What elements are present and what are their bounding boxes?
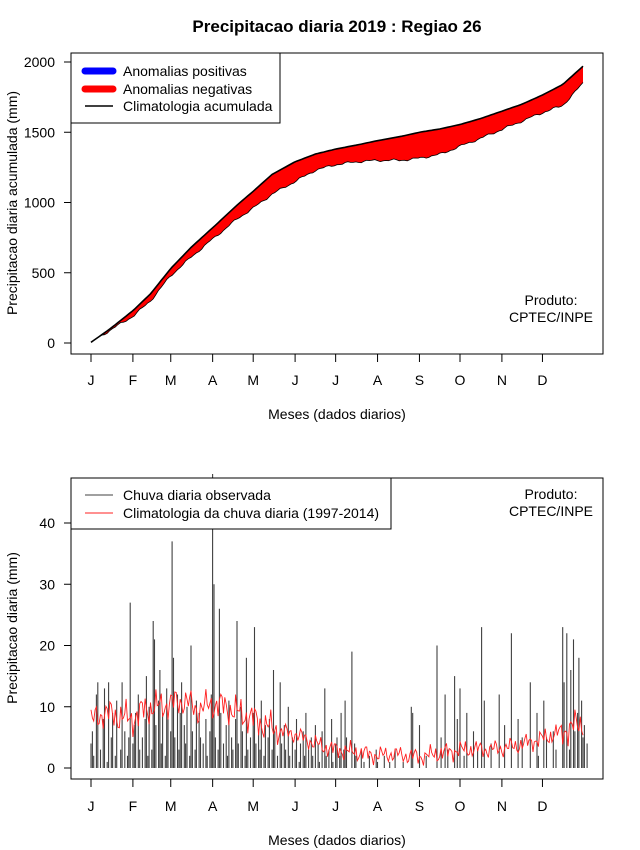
bottom-x-tick-label-8: S	[415, 798, 424, 814]
bottom-x-tick-label-4: M	[247, 798, 259, 814]
x-tick-label-0: J	[88, 372, 95, 388]
bottom-x-tick-label-5: J	[292, 798, 299, 814]
y-tick-label-2000: 2000	[24, 54, 55, 70]
x-tick-label-8: S	[415, 372, 424, 388]
legend-negative-label: Anomalias negativas	[123, 81, 252, 97]
x-tick-label-7: A	[373, 372, 383, 388]
x-tick-label-5: J	[292, 372, 299, 388]
climatology-accumulated-line	[90, 65, 584, 343]
top-credit-label: Produto:	[525, 292, 578, 308]
bottom-credit-source: CPTEC/INPE	[509, 503, 593, 519]
bottom-x-tick-label-6: J	[332, 798, 339, 814]
top-x-axis-label: Meses (dados diarios)	[268, 406, 406, 422]
legend-climatology-rain-label: Climatologia da chuva diaria (1997-2014)	[123, 505, 379, 521]
x-tick-label-6: J	[332, 372, 339, 388]
bottom-panel: 0 10 20 30 40 J F M A M J J A S O N D Meses (dados diar…	[4, 474, 604, 848]
bottom-legend-box	[70, 477, 392, 530]
bottom-y-axis-label: Precipitacao diaria (mm)	[4, 552, 20, 704]
climatology-daily-line	[90, 689, 584, 766]
observed-accumulated-line	[90, 82, 584, 343]
observed-rain-bars	[90, 474, 588, 768]
bottom-legend: Chuva diaria observada Climatologia da c…	[70, 477, 392, 530]
bottom-x-axis-label: Meses (dados diarios)	[268, 832, 406, 848]
chart-title: Precipitacao diaria 2019 : Regiao 26	[192, 17, 481, 36]
x-tick-label-2: M	[165, 372, 177, 388]
bottom-x-tick-label-0: J	[88, 798, 95, 814]
bottom-x-tick-label-7: A	[373, 798, 383, 814]
y-tick-label-500: 500	[32, 265, 56, 281]
x-tick-label-9: O	[455, 372, 466, 388]
y-tick-label-1000: 1000	[24, 195, 55, 211]
top-credit-source: CPTEC/INPE	[509, 309, 593, 325]
bottom-x-tick-label-9: O	[455, 798, 466, 814]
bottom-y-tick-label-30: 30	[39, 576, 55, 592]
bottom-x-tick-label-2: M	[165, 798, 177, 814]
y-tick-label-1500: 1500	[24, 124, 55, 140]
legend-observed-label: Chuva diaria observada	[123, 487, 271, 503]
bottom-x-tick-label-1: F	[129, 798, 138, 814]
top-y-axis: 0 500 1000 1500 2000	[24, 54, 71, 351]
top-y-axis-label: Precipitacao diaria acumulada (mm)	[4, 91, 20, 315]
bottom-y-tick-label-10: 10	[39, 699, 55, 715]
x-tick-label-4: M	[247, 372, 259, 388]
bottom-x-tick-label-10: N	[497, 798, 507, 814]
top-lines	[90, 65, 584, 343]
x-tick-label-3: A	[208, 372, 218, 388]
top-anomaly-area	[91, 66, 583, 343]
legend-climatology-label: Climatologia acumulada	[123, 98, 273, 114]
x-tick-label-1: F	[129, 372, 138, 388]
bottom-y-tick-label-40: 40	[39, 515, 55, 531]
bottom-credit-label: Produto:	[525, 486, 578, 502]
legend-positive-label: Anomalias positivas	[123, 63, 247, 79]
climatology-rain-line	[90, 689, 584, 766]
top-plot-frame	[70, 52, 604, 355]
bottom-x-tick-label-11: D	[537, 798, 547, 814]
bottom-y-tick-label-0: 0	[47, 760, 55, 776]
top-legend: Anomalias positivas Anomalias negativas …	[70, 52, 281, 124]
negative-anomaly-area	[91, 66, 583, 343]
top-panel: 0 500 1000 1500 2000 J F M A M J J A S O N D Meses (dad…	[4, 52, 604, 422]
y-tick-label-0: 0	[47, 335, 55, 351]
x-tick-label-10: N	[497, 372, 507, 388]
bottom-y-axis: 0 10 20 30 40	[39, 515, 71, 776]
bottom-y-tick-label-20: 20	[39, 638, 55, 654]
bottom-x-tick-label-3: A	[208, 798, 218, 814]
x-tick-label-11: D	[537, 372, 547, 388]
